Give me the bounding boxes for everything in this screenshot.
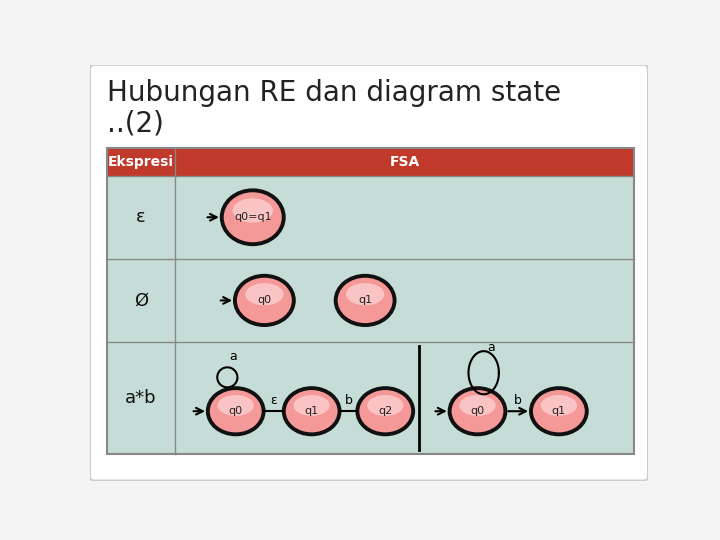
Ellipse shape — [346, 283, 384, 305]
Text: Ekspresi: Ekspresi — [108, 155, 174, 169]
Text: ε: ε — [271, 394, 277, 407]
Ellipse shape — [284, 388, 340, 434]
FancyBboxPatch shape — [90, 65, 648, 481]
Ellipse shape — [246, 283, 284, 305]
Ellipse shape — [222, 190, 284, 244]
Ellipse shape — [294, 395, 330, 416]
Text: Ø: Ø — [134, 292, 148, 309]
Ellipse shape — [217, 395, 254, 416]
Ellipse shape — [336, 276, 395, 325]
Text: q2: q2 — [378, 406, 392, 416]
Text: q1: q1 — [305, 406, 319, 416]
Text: ..(2): ..(2) — [107, 110, 164, 138]
Text: a: a — [229, 350, 237, 363]
Text: q0: q0 — [470, 406, 485, 416]
Text: q1: q1 — [552, 406, 566, 416]
Text: q0: q0 — [257, 295, 271, 306]
Text: q0: q0 — [229, 406, 243, 416]
FancyBboxPatch shape — [107, 148, 634, 176]
Ellipse shape — [357, 388, 413, 434]
Text: b: b — [345, 394, 352, 407]
Text: Hubungan RE dan diagram state: Hubungan RE dan diagram state — [107, 79, 561, 107]
FancyBboxPatch shape — [107, 342, 634, 454]
Ellipse shape — [449, 388, 505, 434]
FancyBboxPatch shape — [107, 259, 634, 342]
Ellipse shape — [235, 276, 294, 325]
Text: ε: ε — [136, 208, 146, 226]
Ellipse shape — [208, 388, 264, 434]
Ellipse shape — [367, 395, 403, 416]
Text: q1: q1 — [358, 295, 372, 306]
Ellipse shape — [541, 395, 577, 416]
Ellipse shape — [459, 395, 495, 416]
Text: a*b: a*b — [125, 389, 157, 407]
Text: q0=q1: q0=q1 — [234, 212, 271, 222]
FancyBboxPatch shape — [107, 176, 634, 259]
Ellipse shape — [531, 388, 587, 434]
Text: FSA: FSA — [390, 155, 420, 169]
Ellipse shape — [233, 198, 273, 222]
Text: b: b — [514, 394, 522, 407]
Text: a: a — [487, 341, 495, 354]
